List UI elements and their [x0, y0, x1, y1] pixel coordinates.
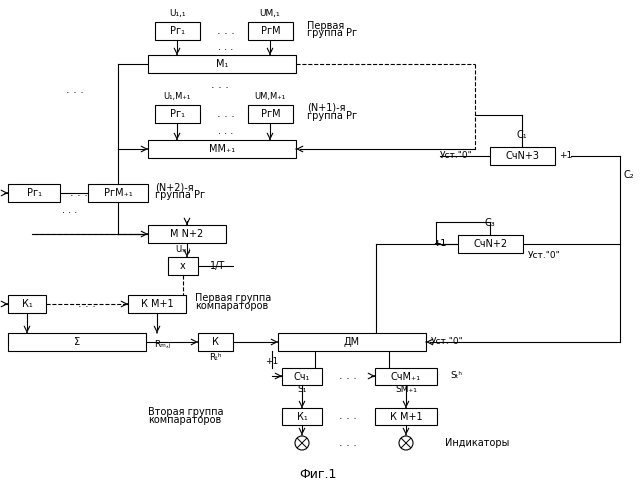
- Text: . . .: . . .: [339, 371, 357, 381]
- Text: (N+1)-я: (N+1)-я: [307, 103, 346, 113]
- Text: Sₜʰ: Sₜʰ: [450, 372, 462, 380]
- Bar: [278, 333, 426, 351]
- Text: . . .: . . .: [218, 126, 234, 136]
- Text: группа Рг: группа Рг: [307, 111, 357, 121]
- Bar: [8, 333, 146, 351]
- Bar: [8, 184, 60, 202]
- Text: РгМ: РгМ: [260, 26, 280, 36]
- Bar: [490, 147, 555, 165]
- Bar: [375, 368, 437, 385]
- Bar: [8, 295, 46, 313]
- Text: Первая: Первая: [307, 21, 344, 31]
- Text: Uₘ,ⱼ: Uₘ,ⱼ: [175, 245, 191, 254]
- Text: Уст."0": Уст."0": [440, 151, 473, 161]
- Text: Rₜʰ: Rₜʰ: [209, 352, 221, 362]
- Bar: [282, 368, 322, 385]
- Circle shape: [399, 436, 413, 450]
- Text: ММ₊₁: ММ₊₁: [209, 144, 235, 154]
- Bar: [248, 22, 293, 40]
- Text: М₁: М₁: [216, 59, 228, 69]
- Text: +1: +1: [266, 358, 278, 366]
- Circle shape: [295, 436, 309, 450]
- Text: U₁,₁: U₁,₁: [169, 9, 185, 18]
- Text: Σ: Σ: [74, 337, 80, 347]
- Text: . . .: . . .: [339, 411, 357, 421]
- Text: x: x: [180, 261, 186, 271]
- Text: К М+1: К М+1: [390, 411, 422, 422]
- Text: +1: +1: [433, 240, 447, 248]
- Text: . . .: . . .: [66, 85, 84, 95]
- Text: Рг₁: Рг₁: [170, 26, 185, 36]
- Bar: [458, 235, 523, 253]
- Text: М N+2: М N+2: [170, 229, 204, 239]
- Text: Рг₁: Рг₁: [170, 109, 185, 119]
- Text: . . .: . . .: [217, 109, 235, 119]
- Text: Вторая группа: Вторая группа: [148, 407, 223, 417]
- Bar: [148, 55, 296, 73]
- Bar: [155, 105, 200, 123]
- Text: Сч₁: Сч₁: [294, 372, 310, 381]
- Bar: [88, 184, 148, 202]
- Text: СчМ₊₁: СчМ₊₁: [391, 372, 421, 381]
- Bar: [148, 225, 226, 243]
- Text: группа Рг: группа Рг: [307, 28, 357, 38]
- Text: компараторов: компараторов: [195, 301, 268, 311]
- Bar: [282, 408, 322, 425]
- Text: группа Рг: группа Рг: [155, 190, 205, 200]
- Bar: [248, 105, 293, 123]
- Text: +1: +1: [433, 240, 447, 248]
- Bar: [198, 333, 233, 351]
- Text: . . .: . . .: [218, 42, 234, 52]
- Text: РгМ₊₁: РгМ₊₁: [104, 188, 132, 198]
- Text: U₁,М₊₁: U₁,М₊₁: [163, 92, 191, 101]
- Text: К М+1: К М+1: [141, 299, 173, 309]
- Text: SМ₊₁: SМ₊₁: [395, 385, 417, 394]
- Text: . . .: . . .: [78, 299, 96, 309]
- Text: S₁: S₁: [298, 385, 307, 394]
- Text: К₁: К₁: [22, 299, 33, 309]
- Text: Уст."0": Уст."0": [528, 252, 561, 260]
- Text: . . .: . . .: [62, 205, 77, 215]
- Text: . . .: . . .: [70, 188, 88, 198]
- Text: К₁: К₁: [296, 411, 307, 422]
- Bar: [375, 408, 437, 425]
- Bar: [155, 22, 200, 40]
- Text: UМ,М₊₁: UМ,М₊₁: [255, 92, 285, 101]
- Text: Уст."0": Уст."0": [431, 337, 464, 347]
- Text: (N+2)-я: (N+2)-я: [155, 182, 194, 192]
- Text: С₁: С₁: [516, 130, 527, 140]
- Text: СчN+3: СчN+3: [506, 151, 540, 161]
- Text: Rₘ,ⱼ: Rₘ,ⱼ: [154, 339, 170, 348]
- Text: +1: +1: [559, 151, 572, 161]
- Text: С₂: С₂: [623, 170, 634, 180]
- Text: Рг₁: Рг₁: [26, 188, 42, 198]
- Text: . . .: . . .: [211, 80, 229, 90]
- Text: СчN+2: СчN+2: [474, 239, 508, 249]
- Text: UМ,₁: UМ,₁: [260, 9, 280, 18]
- Bar: [168, 257, 198, 275]
- Text: . . .: . . .: [217, 26, 235, 36]
- Bar: [128, 295, 186, 313]
- Text: Первая группа: Первая группа: [195, 293, 271, 303]
- Text: Фиг.1: Фиг.1: [300, 469, 337, 482]
- Text: К: К: [212, 337, 219, 347]
- Bar: [148, 140, 296, 158]
- Text: ДМ: ДМ: [344, 337, 360, 347]
- Text: С₃: С₃: [484, 218, 495, 228]
- Text: Индикаторы: Индикаторы: [445, 438, 509, 448]
- Text: 1/T: 1/T: [211, 261, 226, 271]
- Text: . . .: . . .: [339, 438, 357, 448]
- Text: РгМ: РгМ: [260, 109, 280, 119]
- Text: компараторов: компараторов: [148, 415, 221, 425]
